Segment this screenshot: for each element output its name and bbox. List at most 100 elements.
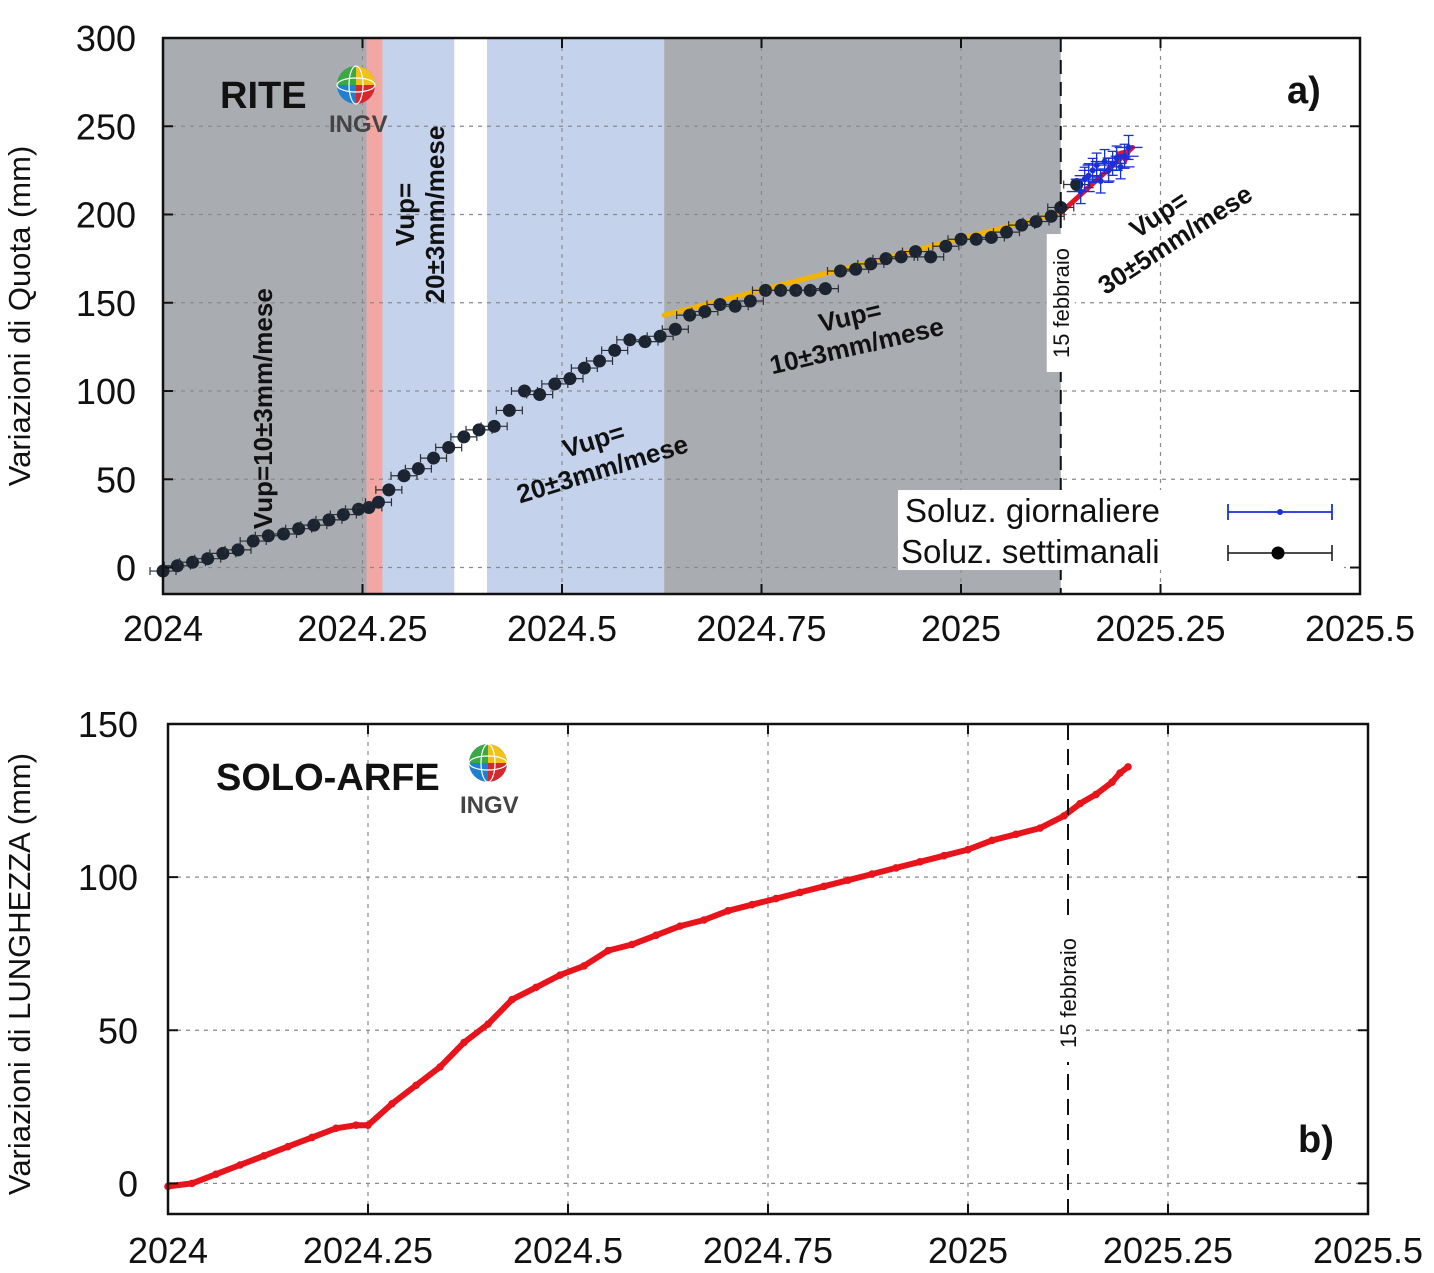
weekly-point: [849, 262, 863, 276]
length-point: [964, 845, 972, 854]
panel-label: a): [1287, 70, 1321, 112]
event-label: 15 febbraio: [1056, 938, 1081, 1048]
weekly-point: [638, 335, 652, 349]
length-point: [748, 900, 756, 909]
weekly-point: [1029, 215, 1043, 229]
weekly-point: [818, 282, 832, 296]
logo-text: INGV: [460, 792, 519, 819]
x-tick-label: 2024.75: [696, 608, 826, 649]
y-tick-label: 50: [96, 459, 136, 500]
daily-point: [1109, 160, 1116, 167]
weekly-point: [427, 451, 441, 465]
daily-point: [1117, 163, 1124, 170]
daily-point: [1125, 144, 1132, 151]
x-tick-label: 2025.5: [1313, 1230, 1423, 1271]
logo-text: INGV: [329, 111, 388, 138]
length-point: [1092, 790, 1100, 799]
weekly-point: [909, 245, 923, 259]
length-series: [164, 763, 1132, 1191]
weekly-point: [653, 329, 667, 343]
weekly-point: [411, 462, 425, 476]
length-point: [892, 864, 900, 872]
station-label: RITE: [220, 75, 307, 117]
length-point: [796, 888, 804, 897]
weekly-point: [231, 543, 245, 557]
length-point: [436, 1063, 444, 1071]
weekly-point: [924, 250, 938, 264]
length-point: [308, 1133, 316, 1142]
y-tick-label: 0: [118, 1163, 138, 1204]
weekly-point: [879, 252, 893, 266]
x-tick-label: 2024.5: [513, 1230, 623, 1271]
weekly-point: [1054, 200, 1068, 214]
legend-background: [898, 490, 1344, 570]
weekly-point: [789, 283, 803, 297]
weekly-point: [894, 250, 908, 264]
length-point: [604, 946, 612, 955]
length-point: [676, 922, 684, 930]
weekly-point: [984, 230, 998, 244]
weekly-point: [939, 239, 953, 253]
weekly-point: [608, 343, 622, 357]
weekly-point: [457, 430, 471, 444]
weekly-point: [352, 502, 366, 516]
y-tick-label: 0: [116, 548, 136, 589]
weekly-point: [969, 232, 983, 246]
x-tick-label: 2025: [928, 1230, 1008, 1271]
weekly-point: [758, 283, 772, 297]
legend-daily-label: Soluz. giornaliere: [905, 492, 1160, 529]
y-tick-label: 200: [76, 195, 136, 236]
x-tick-label: 2024.75: [703, 1230, 833, 1271]
annotation-line: Vup=: [390, 183, 420, 246]
daily-solutions-series: [1066, 134, 1143, 205]
x-tick-label: 2025.25: [1103, 1230, 1233, 1271]
axis-ticks: 2024 2024.25 2024.5 2024.75 2025 2025.25 2025.…: [78, 704, 1423, 1271]
gray-period-band: [163, 38, 367, 594]
station-label: SOLO-ARFE: [216, 757, 440, 799]
length-point: [260, 1152, 268, 1160]
weekly-point: [502, 403, 516, 417]
weekly-point: [322, 513, 336, 527]
event-line: 15 febbraio: [1054, 724, 1082, 1214]
weekly-point: [683, 308, 697, 322]
panel-b-length-chart: 15 febbraio 2024 2024.25 2024.5 2024.75 2025…: [2, 704, 1423, 1271]
weekly-point: [170, 559, 184, 573]
y-tick-label: 250: [76, 106, 136, 147]
weekly-point: [307, 518, 321, 532]
length-point: [484, 1020, 492, 1028]
length-point: [1108, 778, 1116, 786]
weekly-point: [999, 225, 1013, 239]
weekly-point: [261, 529, 275, 543]
length-point: [1076, 799, 1084, 808]
weekly-point: [517, 384, 531, 398]
y-tick-label: 100: [76, 371, 136, 412]
weekly-point: [713, 298, 727, 312]
y-tick-label: 150: [76, 283, 136, 324]
length-point: [352, 1121, 360, 1129]
x-tick-label: 2025.5: [1305, 608, 1415, 649]
daily-point: [1105, 167, 1112, 174]
length-point: [724, 907, 732, 915]
daily-point: [1121, 153, 1128, 160]
length-point: [772, 894, 780, 903]
daily-point: [1085, 172, 1092, 179]
y-axis-label: Variazioni di Quota (mm): [2, 146, 37, 487]
length-point: [628, 940, 636, 949]
x-tick-label: 2025.25: [1095, 608, 1225, 649]
velocity-annotation: Vup=10±3mm/mese: [248, 288, 278, 529]
y-tick-label: 300: [76, 18, 136, 59]
weekly-point: [803, 283, 817, 297]
annotation-line: 20±3mm/mese: [420, 126, 450, 304]
length-point: [236, 1161, 244, 1169]
red-period-band: [366, 38, 383, 594]
weekly-point: [533, 388, 547, 402]
daily-point: [1089, 167, 1096, 174]
weekly-point: [774, 283, 788, 297]
length-point: [940, 851, 948, 860]
length-point: [412, 1081, 420, 1090]
annotation-line: Vup=10±3mm/mese: [248, 288, 278, 529]
legend: Soluz. giornaliere Soluz. settimanali: [898, 490, 1344, 570]
ingv-logo: INGV: [460, 743, 519, 819]
blue-period-band: [486, 38, 665, 594]
